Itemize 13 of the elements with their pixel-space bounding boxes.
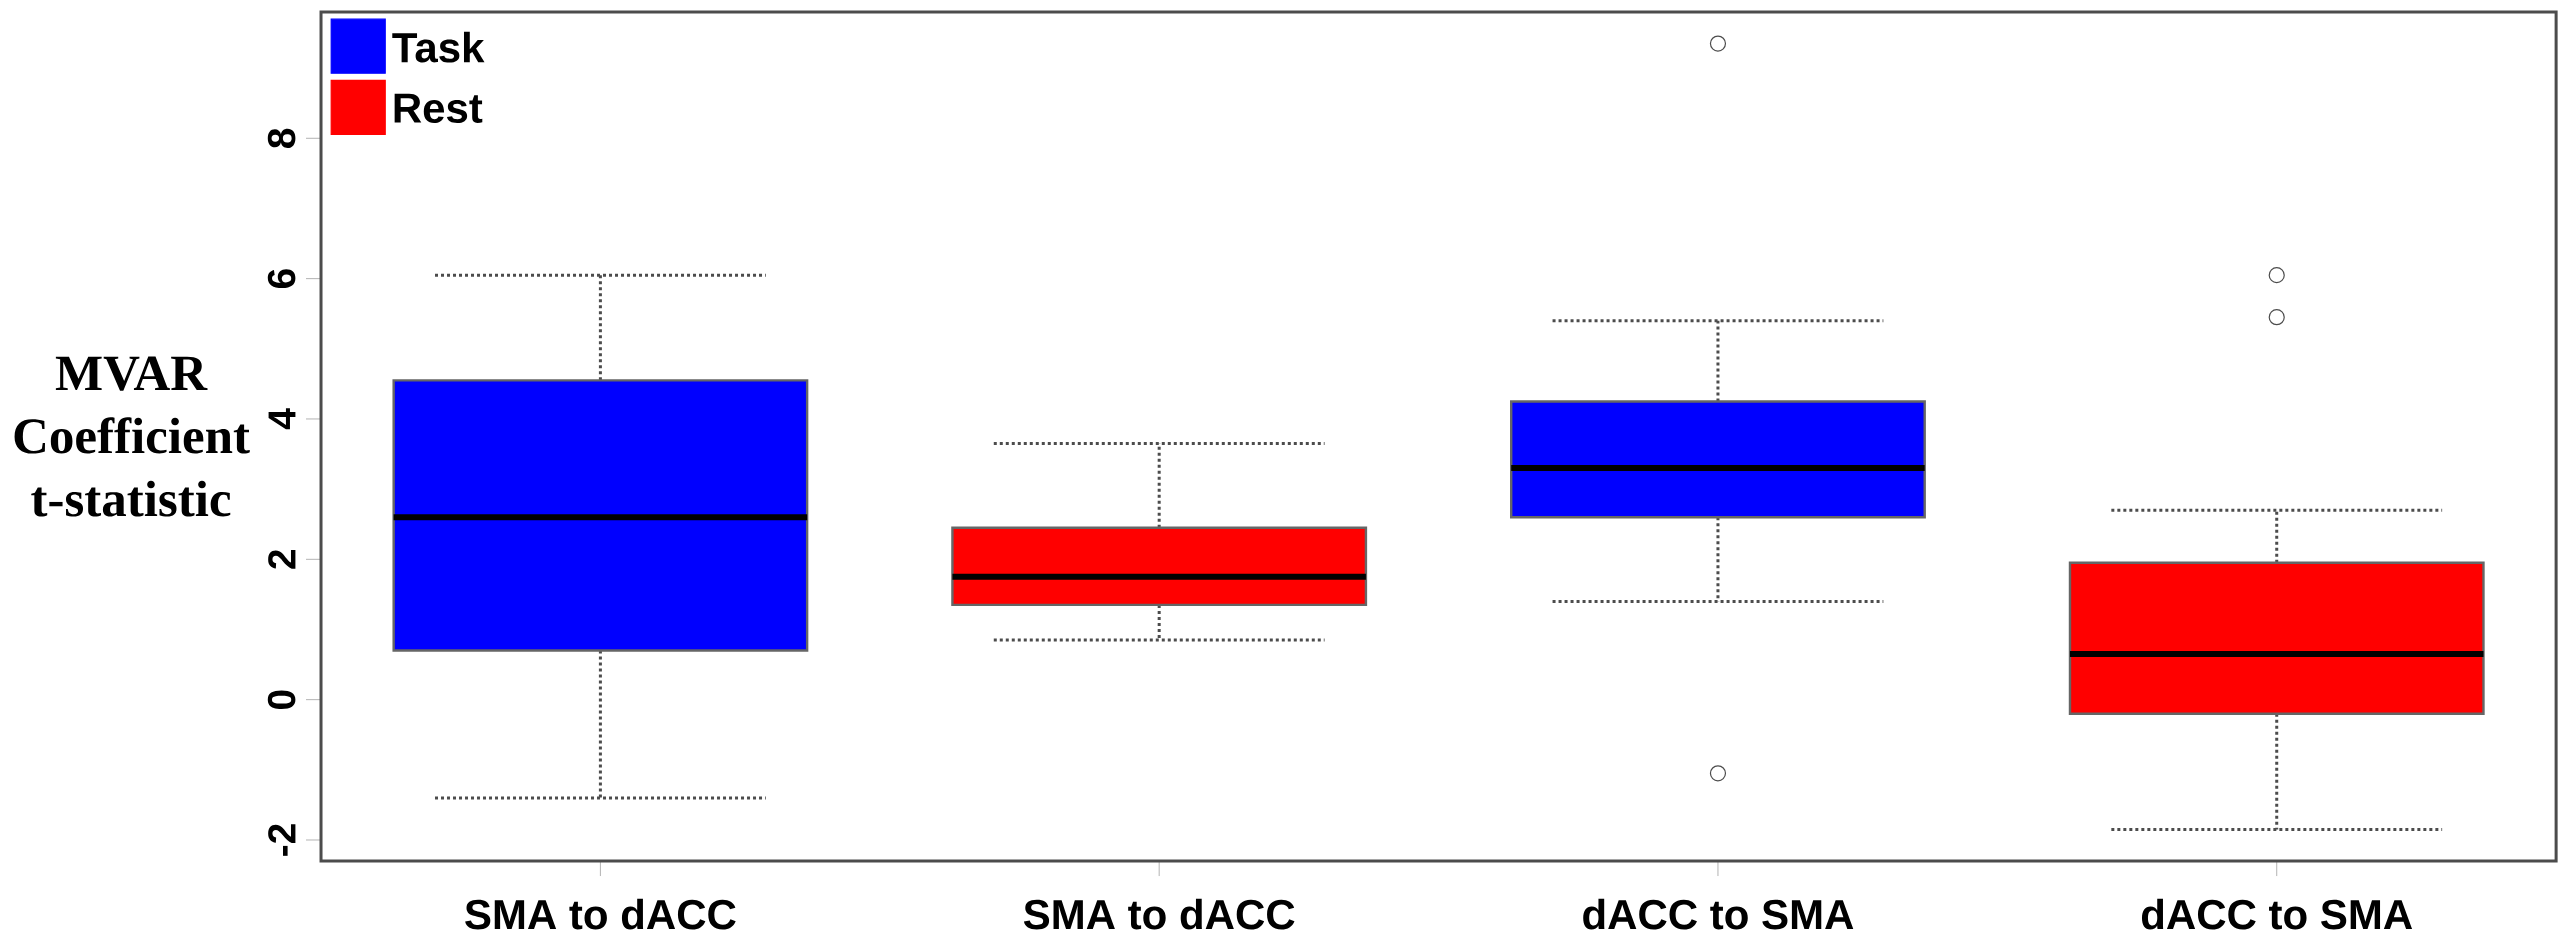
y-tick-label: 2 bbox=[268, 550, 296, 569]
x-tick-label: SMA to dACC bbox=[465, 898, 736, 930]
x-tick-label: dACC to SMA bbox=[2141, 898, 2413, 930]
x-tick-label: dACC to SMA bbox=[1583, 898, 1854, 930]
y-tick-label: -2 bbox=[268, 824, 296, 856]
y-axis-title: MVAR Coefficient t-statistic bbox=[14, 356, 250, 517]
x-tick-label: SMA to dACC bbox=[1023, 898, 1295, 930]
legend-label: Rest bbox=[394, 93, 483, 123]
y-tick-label: 0 bbox=[267, 690, 296, 709]
y-tick-label: 6 bbox=[267, 269, 296, 289]
y-tick-label: 8 bbox=[267, 128, 296, 148]
legend-label: Task bbox=[392, 31, 485, 63]
y-tick-label: 4 bbox=[268, 408, 296, 430]
